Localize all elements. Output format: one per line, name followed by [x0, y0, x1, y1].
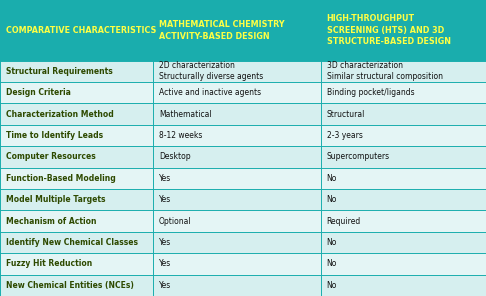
Text: Required: Required — [327, 217, 361, 226]
Bar — [153, 189, 321, 210]
Bar — [321, 104, 486, 125]
Bar — [321, 275, 486, 296]
Text: 2D characterization
Structurally diverse agents: 2D characterization Structurally diverse… — [159, 61, 263, 81]
Bar — [0, 189, 153, 210]
Bar — [0, 125, 153, 146]
Bar — [321, 61, 486, 82]
Bar — [321, 82, 486, 104]
Bar — [321, 210, 486, 232]
Text: Optional: Optional — [159, 217, 191, 226]
Text: Structural Requirements: Structural Requirements — [6, 67, 113, 76]
Bar — [153, 275, 321, 296]
Bar — [321, 253, 486, 275]
Bar — [321, 232, 486, 253]
Bar — [0, 210, 153, 232]
Bar — [153, 146, 321, 168]
Text: Yes: Yes — [159, 174, 171, 183]
Text: No: No — [327, 195, 337, 204]
Text: Yes: Yes — [159, 281, 171, 290]
Text: 3D characterization
Similar structural composition: 3D characterization Similar structural c… — [327, 61, 443, 81]
Text: Yes: Yes — [159, 238, 171, 247]
Text: New Chemical Entities (NCEs): New Chemical Entities (NCEs) — [6, 281, 134, 290]
Text: MATHEMATICAL CHEMISTRY
ACTIVITY-BASED DESIGN: MATHEMATICAL CHEMISTRY ACTIVITY-BASED DE… — [159, 20, 284, 41]
Bar — [0, 0, 153, 61]
Text: HIGH-THROUGHPUT
SCREENING (HTS) AND 3D
STRUCTURE-BASED DESIGN: HIGH-THROUGHPUT SCREENING (HTS) AND 3D S… — [327, 15, 451, 46]
Bar — [0, 168, 153, 189]
Text: COMPARATIVE CHARACTERISTICS: COMPARATIVE CHARACTERISTICS — [6, 26, 156, 35]
Bar — [0, 82, 153, 104]
Bar — [321, 146, 486, 168]
Bar — [0, 61, 153, 82]
Bar — [321, 189, 486, 210]
Text: Characterization Method: Characterization Method — [6, 110, 114, 119]
Bar — [0, 275, 153, 296]
Text: Supercomputers: Supercomputers — [327, 152, 390, 161]
Text: 8-12 weeks: 8-12 weeks — [159, 131, 202, 140]
Text: Computer Resources: Computer Resources — [6, 152, 96, 161]
Text: Function-Based Modeling: Function-Based Modeling — [6, 174, 116, 183]
Text: Mechanism of Action: Mechanism of Action — [6, 217, 96, 226]
Text: Mathematical: Mathematical — [159, 110, 211, 119]
Bar — [0, 146, 153, 168]
Text: No: No — [327, 174, 337, 183]
Text: Fuzzy Hit Reduction: Fuzzy Hit Reduction — [6, 259, 92, 268]
Bar — [153, 210, 321, 232]
Text: No: No — [327, 259, 337, 268]
Bar — [0, 253, 153, 275]
Bar — [153, 104, 321, 125]
Text: Structural: Structural — [327, 110, 365, 119]
Bar — [0, 104, 153, 125]
Text: Desktop: Desktop — [159, 152, 191, 161]
Text: Binding pocket/ligands: Binding pocket/ligands — [327, 88, 414, 97]
Text: Yes: Yes — [159, 259, 171, 268]
Bar — [153, 168, 321, 189]
Bar — [321, 125, 486, 146]
Bar — [321, 0, 486, 61]
Text: Active and inactive agents: Active and inactive agents — [159, 88, 261, 97]
Bar — [153, 0, 321, 61]
Text: Identify New Chemical Classes: Identify New Chemical Classes — [6, 238, 138, 247]
Text: No: No — [327, 281, 337, 290]
Text: No: No — [327, 238, 337, 247]
Bar — [153, 82, 321, 104]
Bar — [321, 168, 486, 189]
Bar — [0, 232, 153, 253]
Text: Design Criteria: Design Criteria — [6, 88, 70, 97]
Bar — [153, 232, 321, 253]
Text: Time to Identify Leads: Time to Identify Leads — [6, 131, 103, 140]
Text: Yes: Yes — [159, 195, 171, 204]
Text: 2-3 years: 2-3 years — [327, 131, 363, 140]
Bar — [153, 125, 321, 146]
Bar — [153, 61, 321, 82]
Bar — [153, 253, 321, 275]
Text: Model Multiple Targets: Model Multiple Targets — [6, 195, 105, 204]
